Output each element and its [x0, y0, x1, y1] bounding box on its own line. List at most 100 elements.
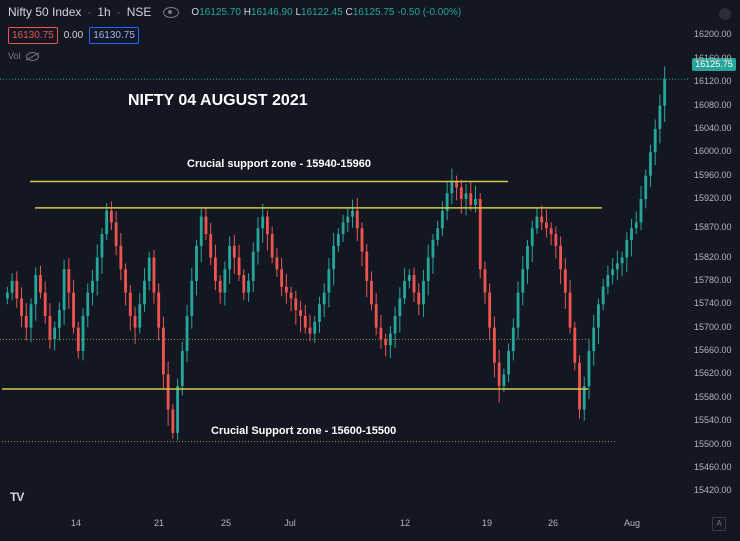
visibility-eye-icon[interactable]: [163, 6, 180, 18]
candle-body: [280, 269, 284, 287]
candle-body: [341, 222, 345, 235]
candle-body: [459, 187, 463, 200]
ohlc-readout: O16125.70 H16146.90 L16122.45 C16125.75 …: [191, 6, 462, 18]
candle-body: [355, 210, 359, 229]
candle-body: [568, 292, 572, 328]
candle-body: [10, 280, 14, 293]
candle-body: [242, 275, 246, 293]
candle-body: [332, 245, 336, 270]
candle-body: [431, 239, 435, 258]
candle-body: [20, 298, 23, 316]
candle-body: [43, 292, 47, 316]
candle-body: [124, 269, 127, 293]
candle-body: [615, 263, 619, 270]
candle-body: [573, 327, 577, 363]
candle-body: [133, 315, 137, 328]
candle-body: [152, 257, 156, 293]
volume-legend: Vol: [8, 51, 39, 61]
candle-body: [422, 280, 425, 305]
x-tick-label: 21: [153, 518, 165, 528]
candle-body: [62, 269, 66, 311]
y-tick-label: 16200.00: [694, 29, 732, 40]
candle-body: [223, 269, 227, 293]
candle-body: [455, 181, 458, 188]
y-tick-label: 15870.00: [694, 222, 732, 233]
candle-body: [100, 234, 104, 258]
candle-body: [606, 275, 610, 287]
candle-body: [128, 292, 132, 316]
candle-body: [445, 193, 449, 211]
candle-body: [204, 216, 208, 235]
candle-body: [313, 321, 317, 334]
settings-gear-icon[interactable]: [719, 8, 731, 20]
candle-body: [284, 286, 288, 293]
candle-body: [549, 228, 553, 235]
buy-button[interactable]: 16130.75: [89, 27, 139, 44]
candle-body: [592, 327, 596, 352]
candle-body: [95, 257, 99, 281]
candle-body: [535, 216, 539, 229]
candle-body: [497, 362, 501, 387]
y-tick-label: 15500.00: [694, 438, 732, 449]
lower-zone-label: Crucial Support zone - 15600-15500: [211, 425, 397, 437]
y-tick-label: 15920.00: [694, 193, 732, 204]
interval-label[interactable]: 1h: [97, 5, 111, 19]
hidden-eye-icon[interactable]: [25, 51, 39, 61]
candle-body: [521, 269, 525, 293]
y-tick-label: 15420.00: [694, 485, 732, 496]
candle-body: [540, 216, 544, 223]
candle-body: [29, 304, 33, 328]
candle-body: [507, 351, 511, 375]
candle-body: [554, 234, 558, 246]
candle-body: [545, 222, 548, 229]
y-tick-label: 15740.00: [694, 298, 732, 309]
last-price-tag: 16125.75: [692, 58, 736, 71]
candle-body: [597, 304, 600, 328]
candle-body: [176, 386, 180, 433]
candle-body: [327, 269, 331, 293]
candle-body: [138, 304, 142, 328]
y-tick-label: 15540.00: [694, 415, 732, 426]
y-tick-label: 16040.00: [694, 122, 732, 133]
sell-button[interactable]: 16130.75: [8, 27, 58, 44]
candle-body: [199, 216, 203, 246]
y-tick-label: 16000.00: [694, 146, 732, 157]
candle-body: [256, 228, 260, 252]
candle-body: [464, 193, 468, 200]
zone-lines: [0, 78, 690, 443]
candle-body: [180, 351, 184, 387]
candle-body: [48, 315, 52, 340]
candle-body: [346, 216, 350, 223]
candle-body: [143, 280, 146, 305]
candle-body: [24, 315, 28, 328]
candle-body: [228, 245, 232, 270]
candle-body: [161, 327, 165, 375]
candle-body: [365, 251, 369, 281]
candle-body: [105, 210, 109, 235]
candle-body: [440, 210, 444, 229]
candle-body: [407, 275, 411, 281]
candle-body: [436, 228, 440, 240]
candle-body: [72, 292, 75, 328]
auto-scale-icon[interactable]: A: [712, 517, 726, 531]
candle-body: [266, 216, 269, 235]
y-tick-label: 15580.00: [694, 391, 732, 402]
y-tick-label: 15780.00: [694, 274, 732, 285]
candle-body: [412, 275, 416, 293]
candle-body: [218, 280, 222, 293]
candle-body: [289, 292, 293, 299]
candle-body: [663, 79, 667, 106]
y-tick-label: 15460.00: [694, 461, 732, 472]
candle-body: [190, 280, 194, 316]
candle-body: [251, 251, 255, 281]
candle-body: [86, 292, 90, 316]
symbol-name[interactable]: Nifty 50 Index: [8, 5, 82, 19]
candle-body: [403, 280, 406, 299]
candle-body: [601, 286, 605, 305]
candle-body: [502, 374, 506, 387]
candle-body: [630, 228, 633, 240]
x-tick-label: Jul: [284, 518, 296, 528]
candle-body: [322, 292, 326, 305]
candle-body: [67, 269, 71, 293]
